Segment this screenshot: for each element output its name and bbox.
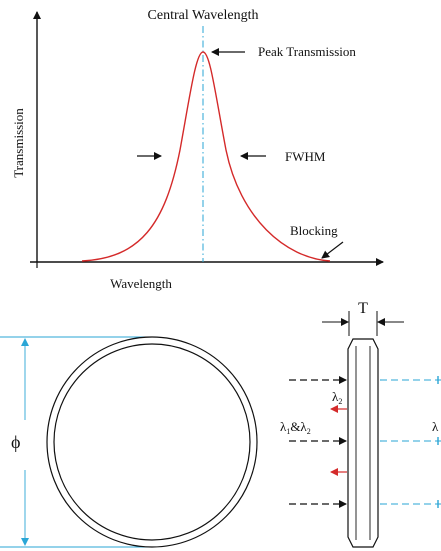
y-axis-label: Transmission bbox=[11, 108, 26, 178]
x-axis-label: Wavelength bbox=[110, 276, 172, 291]
diameter-symbol: ϕ bbox=[11, 432, 20, 452]
filter-inner-ring bbox=[53, 343, 251, 541]
filter-side-body bbox=[347, 338, 379, 548]
blocking-label: Blocking bbox=[290, 223, 338, 238]
transmission-plot: Central Wavelength Peak Transmission FWH… bbox=[11, 8, 384, 291]
reflected-wavelength-label: λ2 bbox=[332, 389, 342, 406]
central-wavelength-label: Central Wavelength bbox=[148, 8, 259, 23]
transmitted-wavelength-label: λ bbox=[432, 419, 439, 434]
peak-transmission-label: Peak Transmission bbox=[258, 44, 356, 59]
incident-wavelengths-label: λ1&λ2 bbox=[280, 419, 311, 436]
thickness-symbol: T bbox=[358, 300, 368, 317]
filter-front-view: ϕ bbox=[0, 336, 258, 548]
blocking-arrow bbox=[321, 241, 344, 259]
filter-side-view: T λ2 λ1&λ2 λ bbox=[280, 300, 441, 548]
transmission-curve bbox=[81, 51, 331, 262]
filter-outer-ring bbox=[46, 336, 258, 548]
fwhm-label: FWHM bbox=[285, 149, 326, 164]
